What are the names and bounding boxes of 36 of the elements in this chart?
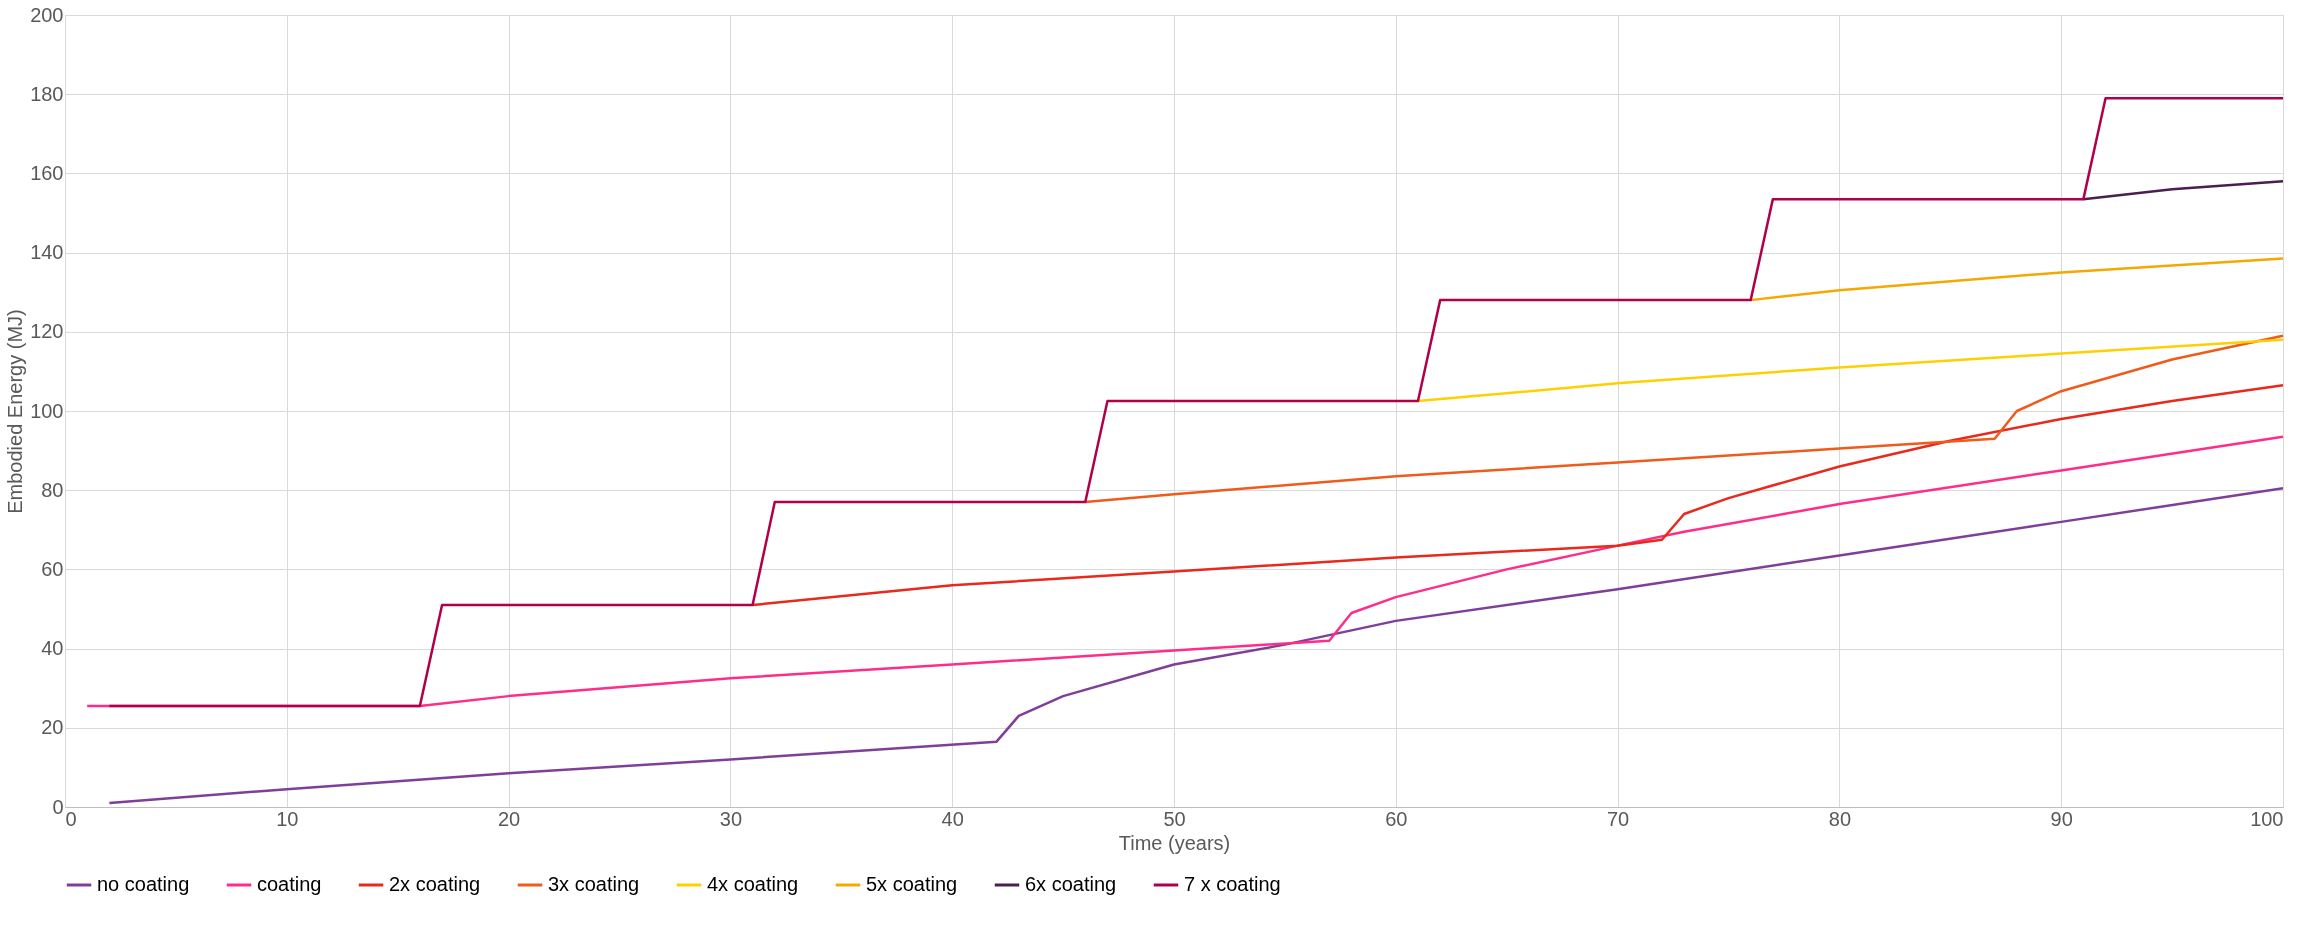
x-tick-label: 60 [1385, 807, 1408, 830]
y-tick-label: 40 [41, 637, 64, 660]
line-series [1749, 257, 2285, 302]
y-tick-label: 200 [30, 3, 64, 26]
legend-label: 7 x coating [1184, 873, 1281, 895]
line-series [1416, 338, 2285, 403]
legend-label: 3x coating [548, 873, 640, 895]
y-axis-title: Embodied Energy (MJ) [4, 309, 27, 514]
x-tick-label: 100 [2250, 807, 2284, 830]
legend-label: 5x coating [866, 873, 958, 895]
x-tick-label: 20 [497, 807, 521, 830]
y-tick-label: 160 [30, 161, 64, 184]
x-tick-label: 40 [941, 807, 964, 830]
x-tick-label: 50 [1163, 807, 1186, 830]
y-tick-label: 180 [30, 82, 64, 105]
line-series [1084, 334, 2285, 504]
y-tick-label: 20 [41, 716, 64, 739]
x-tick-label: 80 [1828, 807, 1852, 830]
legend-label: no coating [97, 873, 190, 895]
line-series [108, 96, 2285, 708]
legend-label: 2x coating [389, 873, 481, 895]
x-tick-label: 10 [276, 807, 299, 830]
x-tick-label: 30 [719, 807, 743, 830]
y-tick-label: 60 [41, 557, 64, 580]
y-tick-label: 140 [30, 241, 64, 264]
line-series [751, 384, 2285, 607]
y-tick-label: 100 [30, 399, 64, 422]
legend-label: 4x coating [707, 873, 799, 895]
y-tick-label: 80 [41, 478, 64, 501]
line-series [108, 486, 2285, 805]
x-tick-label: 70 [1606, 807, 1630, 830]
legend-label: 6x coating [1025, 873, 1117, 895]
y-tick-label: 120 [30, 320, 64, 343]
x-tick-label: 90 [2050, 807, 2073, 830]
x-axis-title: Time (years) [1118, 831, 1231, 854]
legend-label: coating [257, 873, 322, 895]
